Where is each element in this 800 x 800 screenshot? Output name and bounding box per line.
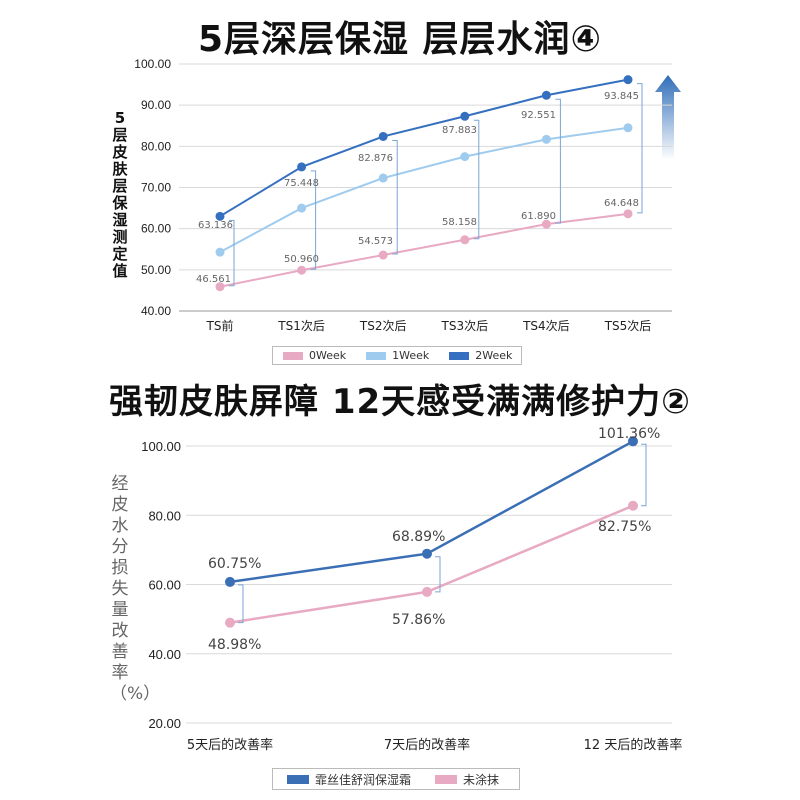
- data-point: [628, 436, 638, 447]
- x-tick-label: TS前: [206, 318, 234, 333]
- bracket: [229, 219, 235, 287]
- data-label: 75.448: [284, 178, 319, 189]
- y-tick-label: 100.00: [134, 57, 171, 71]
- bracket: [637, 83, 643, 214]
- x-tick-label: TS4次后: [522, 319, 570, 333]
- y-tick-label: 80.00: [148, 508, 181, 523]
- data-label: 60.75%: [208, 556, 261, 572]
- y-tick-label: 50.00: [141, 263, 171, 277]
- data-label: 93.845: [604, 91, 639, 102]
- data-point: [541, 90, 551, 100]
- legend-swatch: [435, 774, 458, 784]
- data-point: [378, 131, 388, 141]
- legend-top: 0Week 1Week 2Week: [272, 346, 522, 365]
- data-point: [378, 250, 388, 260]
- bracket: [310, 170, 317, 270]
- y-tick-label: 60.00: [141, 222, 171, 236]
- data-label: 101.36%: [598, 426, 660, 442]
- x-tick-label: 12 天后的改善率: [584, 737, 683, 753]
- y-tick-label: 40.00: [148, 647, 181, 662]
- data-point: [623, 75, 633, 85]
- data-label: 57.86%: [392, 612, 445, 628]
- data-point: [628, 500, 638, 511]
- y-tick-label: 20.00: [148, 716, 181, 731]
- y-axis-label-top: 5层皮肤层保湿测定值: [112, 109, 128, 280]
- x-tick-label: 7天后的改善率: [384, 737, 470, 753]
- data-point: [297, 203, 307, 213]
- data-point: [215, 247, 225, 257]
- data-point: [378, 173, 388, 183]
- up-arrow-icon: [655, 75, 681, 160]
- legend-item-product: 霏丝佳舒润保湿霜: [287, 771, 411, 788]
- legend-label: 霏丝佳舒润保湿霜: [315, 772, 412, 787]
- data-point: [215, 211, 225, 221]
- series-line: [229, 504, 634, 624]
- data-point: [460, 235, 470, 245]
- legend-label: 未涂抹: [463, 772, 500, 787]
- x-tick-label: TS2次后: [359, 319, 407, 333]
- data-point: [297, 265, 307, 275]
- x-tick-label: 5天后的改善率: [187, 737, 273, 753]
- bracket: [473, 119, 480, 240]
- data-point: [623, 209, 633, 219]
- data-point: [460, 111, 470, 121]
- chart-title-bottom: 强韧皮肤屏障 12天感受满满修护力②: [109, 382, 691, 422]
- data-point: [541, 134, 551, 144]
- data-point: [225, 617, 235, 628]
- chart-title-top: 5层深层保湿 层层水润④: [197, 19, 603, 60]
- data-label: 48.98%: [208, 637, 261, 653]
- y-tick-label: 100.00: [141, 439, 181, 454]
- data-point: [422, 586, 432, 597]
- x-tick-label: TS5次后: [604, 319, 652, 333]
- data-label: 50.960: [284, 254, 319, 265]
- data-label: 58.158: [442, 217, 477, 228]
- y-tick-label: 40.00: [141, 304, 171, 318]
- legend-swatch: [449, 351, 470, 360]
- bracket: [435, 556, 441, 593]
- legend-swatch: [366, 351, 387, 360]
- data-label: 46.561: [196, 274, 231, 285]
- data-label: 68.89%: [392, 529, 445, 545]
- legend-label: 0Week: [309, 349, 347, 362]
- data-label: 64.648: [604, 198, 639, 209]
- y-tick-label: 80.00: [141, 139, 171, 153]
- series-line: [219, 212, 629, 288]
- data-point: [422, 548, 432, 559]
- legend-label: 2Week: [475, 349, 513, 362]
- data-point: [297, 162, 307, 172]
- data-label: 82.75%: [598, 519, 651, 535]
- data-point: [215, 282, 225, 292]
- legend-item-untreated: 未涂抹: [435, 771, 499, 788]
- x-tick-label: TS3次后: [441, 319, 489, 333]
- legend-item-1week: 1Week: [366, 349, 429, 362]
- data-label: 87.883: [442, 125, 477, 136]
- series-line: [229, 440, 634, 584]
- bracket: [555, 98, 561, 224]
- data-label: 92.551: [521, 110, 556, 121]
- data-label: 54.573: [358, 236, 393, 247]
- data-label: 82.876: [358, 153, 393, 164]
- legend-swatch: [283, 351, 303, 360]
- bracket: [392, 139, 398, 255]
- legend-item-2week: 2Week: [449, 349, 512, 362]
- x-tick-label: TS1次后: [277, 319, 325, 333]
- data-point: [541, 219, 551, 229]
- data-label: 63.136: [198, 220, 233, 231]
- bracket: [641, 443, 647, 507]
- y-tick-label: 90.00: [141, 98, 171, 112]
- legend-label: 1Week: [392, 349, 430, 362]
- data-point: [460, 152, 470, 162]
- data-label: 61.890: [521, 211, 556, 222]
- legend-swatch: [287, 774, 309, 784]
- data-point: [225, 576, 235, 587]
- data-point: [623, 123, 633, 133]
- y-tick-label: 70.00: [141, 181, 171, 195]
- y-tick-label: 60.00: [148, 578, 181, 593]
- series-line: [219, 78, 629, 218]
- legend-bottom: 霏丝佳舒润保湿霜 未涂抹: [272, 768, 520, 790]
- legend-item-0week: 0Week: [283, 349, 346, 362]
- bracket: [238, 584, 244, 624]
